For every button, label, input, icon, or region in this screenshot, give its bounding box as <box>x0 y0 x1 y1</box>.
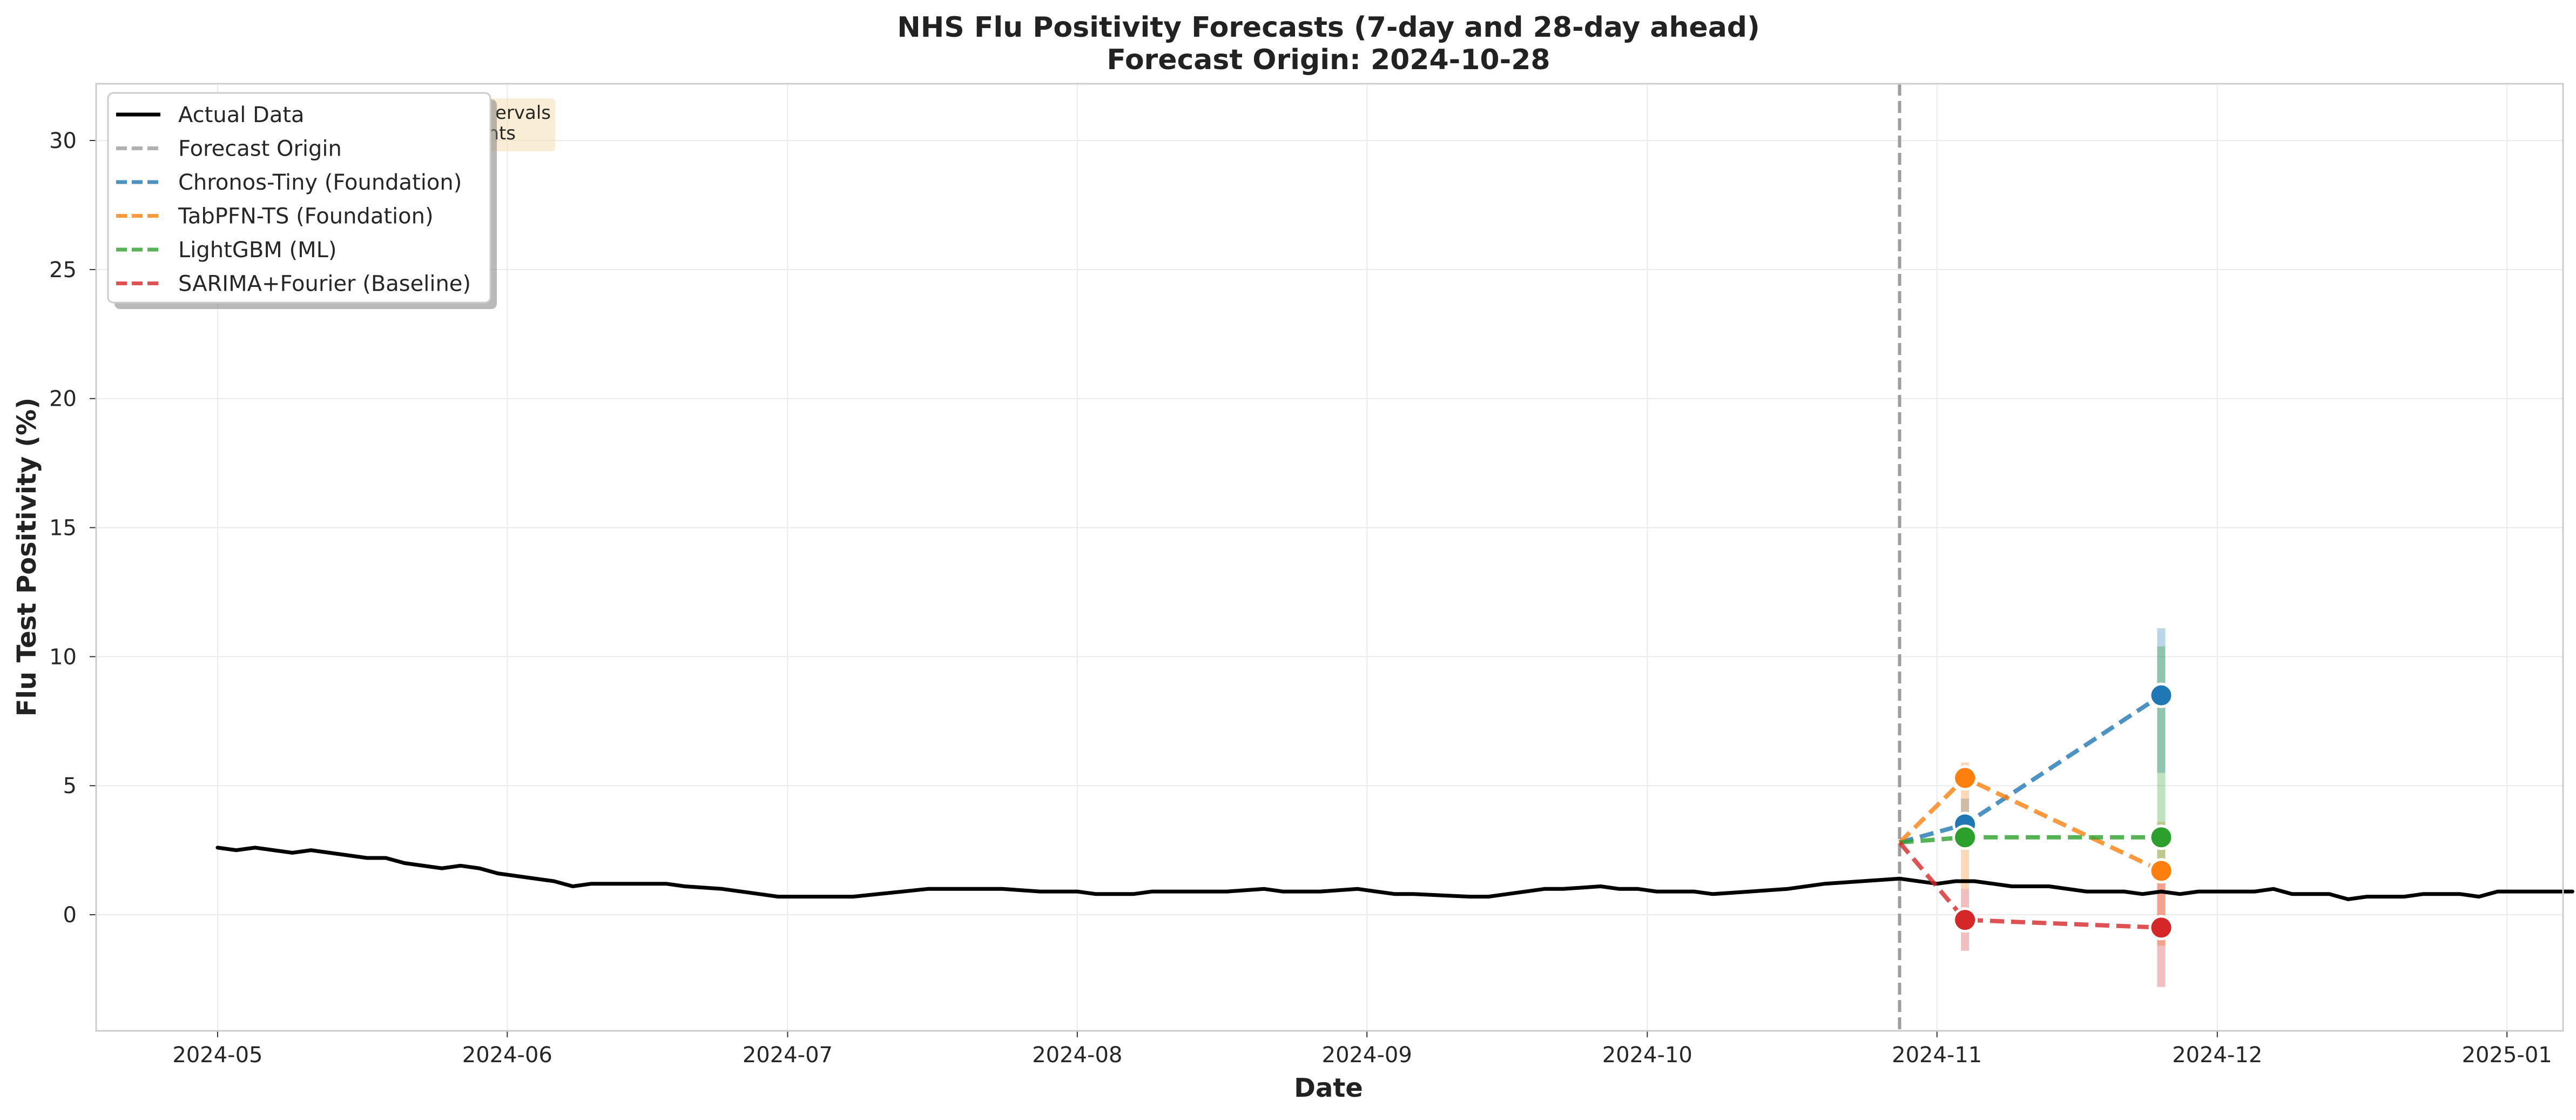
x-tick-label: 2024-10 <box>1602 1043 1692 1068</box>
x-tick-label: 2024-08 <box>1032 1043 1122 1068</box>
legend-label: Chronos-Tiny (Foundation) <box>178 170 462 195</box>
plot-frame <box>95 83 2564 1032</box>
legend-label: TabPFN-TS (Foundation) <box>178 204 434 229</box>
x-tick-label: 2024-06 <box>462 1043 552 1068</box>
axis-ticks: 2024-05 2024-06 2024-07 2024-08 2024-09 2024-… <box>49 129 2552 1068</box>
x-tick-label: 2024-12 <box>2172 1043 2262 1068</box>
forecast-point <box>1952 907 1978 933</box>
y-tick-label: 15 <box>49 516 77 541</box>
legend-label: Forecast Origin <box>178 137 342 162</box>
forecast-point <box>2148 824 2174 850</box>
chart-subtitle: Forecast Origin: 2024-10-28 <box>1107 44 1550 76</box>
forecast-point <box>2148 858 2174 884</box>
chart-title: NHS Flu Positivity Forecasts (7-day and … <box>897 11 1760 44</box>
legend-label: Actual Data <box>178 103 305 128</box>
x-tick-label: 2024-11 <box>1892 1043 1982 1068</box>
forecast-point <box>2148 915 2174 941</box>
x-tick-label: 2024-05 <box>172 1043 262 1068</box>
x-tick-label: 2024-07 <box>743 1043 833 1068</box>
y-tick-label: 10 <box>49 645 77 669</box>
actual-data-series <box>215 846 2574 901</box>
legend-label: SARIMA+Fourier (Baseline) <box>178 272 471 297</box>
x-tick-label: 2025-01 <box>2462 1043 2552 1068</box>
y-tick-label: 30 <box>49 129 77 153</box>
forecast-point <box>2148 682 2174 708</box>
interval-note-line-1: ervals <box>495 102 551 124</box>
y-tick-label: 25 <box>49 258 77 283</box>
y-tick-label: 20 <box>49 387 77 412</box>
forecast-series <box>1898 682 2174 941</box>
x-tick-label: 2024-09 <box>1322 1043 1412 1068</box>
forecast-point <box>1952 824 1978 850</box>
y-axis-label: Flu Test Positivity (%) <box>12 398 42 717</box>
legend-label: LightGBM (ML) <box>178 238 337 263</box>
forecast-line <box>1898 841 2162 930</box>
x-axis-label: Date <box>1294 1073 1363 1103</box>
forecast-point <box>1952 765 1978 791</box>
y-tick-label: 0 <box>63 903 77 928</box>
legend: Actual Data Forecast Origin Chronos-Tiny (… <box>107 92 497 309</box>
actual-data-line <box>215 846 2574 901</box>
y-tick-label: 5 <box>63 774 77 799</box>
